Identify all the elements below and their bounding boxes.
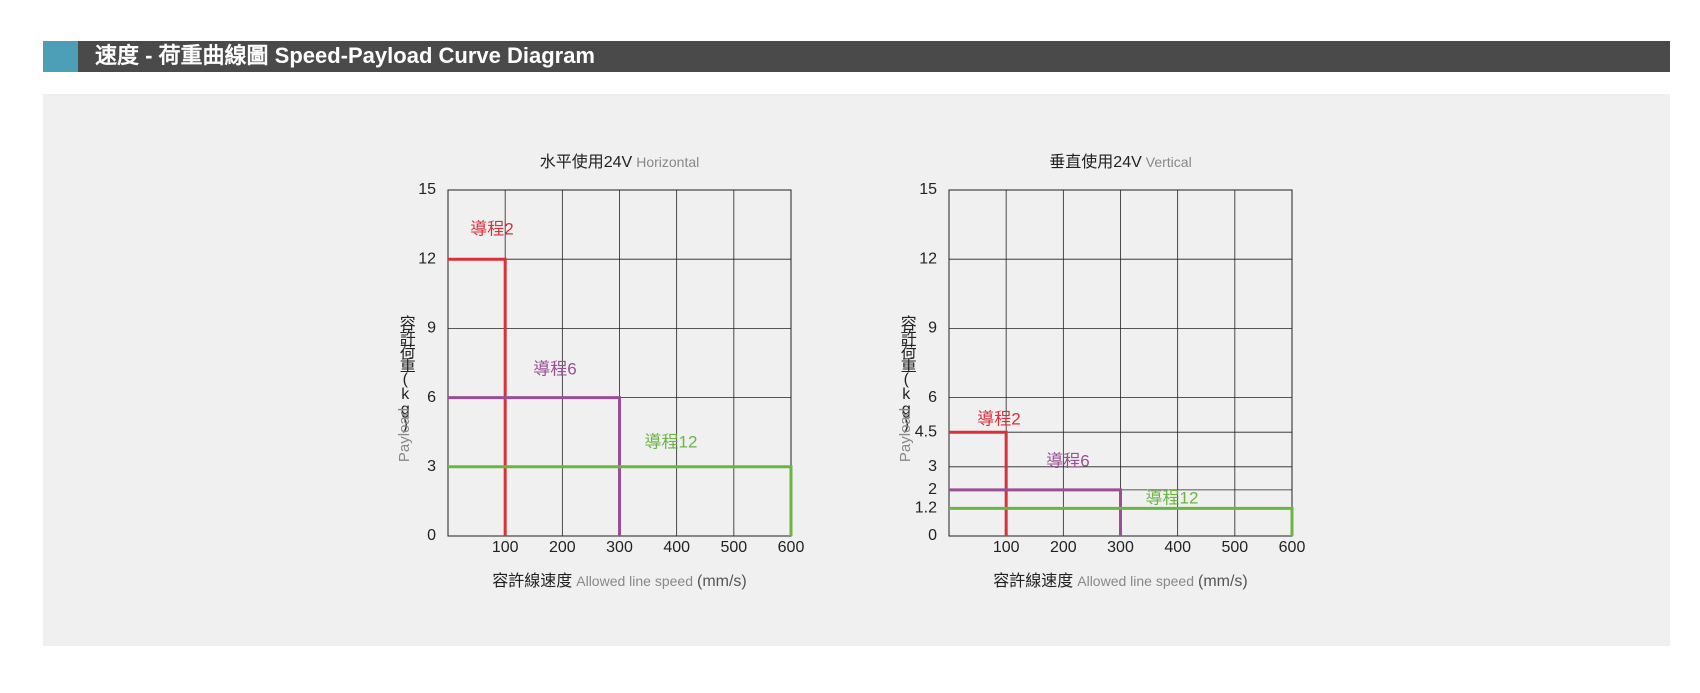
y-tick-label: 15: [418, 181, 436, 198]
y-tick-label: 4.5: [915, 423, 937, 440]
title-text: 垂直使用24V: [1049, 153, 1142, 171]
header-bar: [43, 41, 1670, 72]
y-tick-label: 1.2: [915, 500, 937, 517]
header-title: 速度 - 荷重曲線圖 Speed-Payload Curve Diagram: [95, 43, 595, 68]
title-text: 水平使用24V: [540, 153, 633, 171]
x-axis-title: 容許線速度 Allowed line speed (mm/s): [492, 572, 747, 590]
y-tick-label: 6: [427, 389, 436, 406]
series-line: [949, 488, 1122, 536]
y-tick-label: 3: [928, 458, 937, 475]
y-axis-title-en: Payload: [396, 408, 413, 462]
subtitle-text: Vertical: [1146, 154, 1192, 170]
y-tick-label: 9: [928, 320, 937, 337]
x-tick-label: 500: [720, 539, 747, 556]
series-label: 導程12: [645, 432, 698, 451]
y-tick-label: 15: [919, 181, 937, 198]
x-title-en: Allowed line speed: [576, 573, 693, 589]
series-line: [448, 396, 621, 536]
series-label: 導程6: [533, 359, 576, 378]
y-tick-label: 6: [928, 389, 937, 406]
series-line: [448, 257, 507, 536]
x-title-text: 容許線速度: [993, 572, 1073, 590]
series-line: [949, 506, 1294, 536]
x-tick-label: 100: [993, 539, 1020, 556]
series-line: [448, 465, 793, 536]
x-title-en: Allowed line speed: [1077, 573, 1194, 589]
x-tick-label: 200: [1050, 539, 1077, 556]
x-title-unit: (mm/s): [697, 573, 747, 590]
y-axis-title: 容許荷重(kg): [397, 315, 416, 432]
x-title-unit: (mm/s): [1198, 573, 1248, 590]
header-accent: [43, 41, 78, 72]
x-axis-title: 容許線速度 Allowed line speed (mm/s): [993, 572, 1248, 590]
y-tick-label: 2: [928, 481, 937, 498]
y-tick-label: 9: [427, 320, 436, 337]
y-axis-title-en: Payload: [897, 408, 914, 462]
series-label: 導程12: [1146, 488, 1199, 507]
x-tick-label: 600: [778, 539, 805, 556]
series-label: 導程2: [977, 409, 1020, 428]
x-tick-label: 300: [1107, 539, 1134, 556]
y-axis-title: 容許荷重(kg): [898, 315, 917, 432]
x-title-text: 容許線速度: [492, 572, 572, 590]
y-tick-label: 0: [427, 527, 436, 544]
chart-title: 水平使用24V Horizontal: [540, 153, 700, 171]
chart-title: 垂直使用24V Vertical: [1049, 153, 1191, 171]
x-tick-label: 500: [1221, 539, 1248, 556]
y-tick-label: 0: [928, 527, 937, 544]
x-tick-label: 300: [606, 539, 633, 556]
x-tick-label: 600: [1279, 539, 1306, 556]
panel: [43, 94, 1670, 646]
y-tick-label: 12: [418, 250, 436, 267]
y-tick-label: 3: [427, 458, 436, 475]
x-tick-label: 200: [549, 539, 576, 556]
series-label: 導程6: [1046, 451, 1089, 470]
subtitle-text: Horizontal: [636, 154, 699, 170]
series-label: 導程2: [470, 219, 513, 238]
y-tick-label: 12: [919, 250, 937, 267]
x-tick-label: 100: [492, 539, 519, 556]
series-line: [949, 430, 1008, 536]
x-tick-label: 400: [1164, 539, 1191, 556]
x-tick-label: 400: [663, 539, 690, 556]
